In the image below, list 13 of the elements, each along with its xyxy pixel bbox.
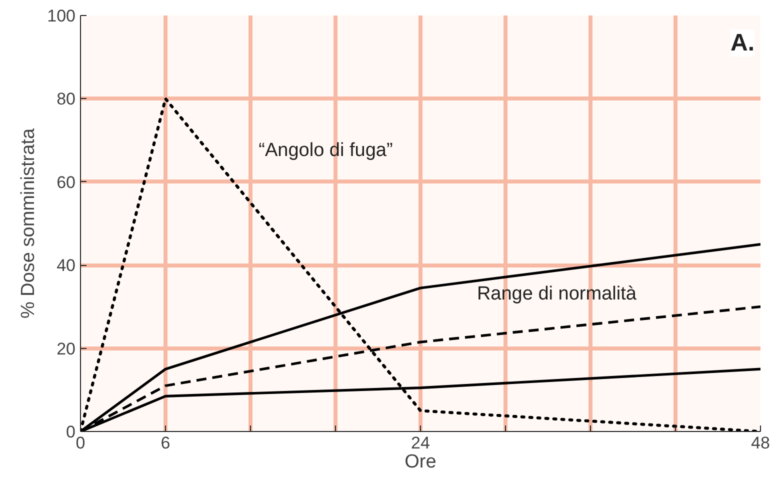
x-tick-label: 24 (411, 434, 430, 452)
y-tick-label: 80 (56, 90, 76, 109)
y-tick-label: 60 (56, 172, 76, 192)
y-tick-label: 40 (56, 256, 76, 276)
y-axis-title: % Dose somministrata (18, 128, 40, 319)
y-tick-label: 20 (56, 339, 76, 358)
x-tick-label: 6 (160, 434, 170, 452)
annotation: Range di normalità (476, 284, 637, 305)
annotation: “Angolo di fuga” (258, 140, 393, 162)
y-tick-label: 100 (47, 6, 76, 26)
x-axis-title: Ore (404, 452, 436, 472)
annotation: A. (730, 30, 754, 56)
x-tick-label: 48 (751, 434, 770, 452)
